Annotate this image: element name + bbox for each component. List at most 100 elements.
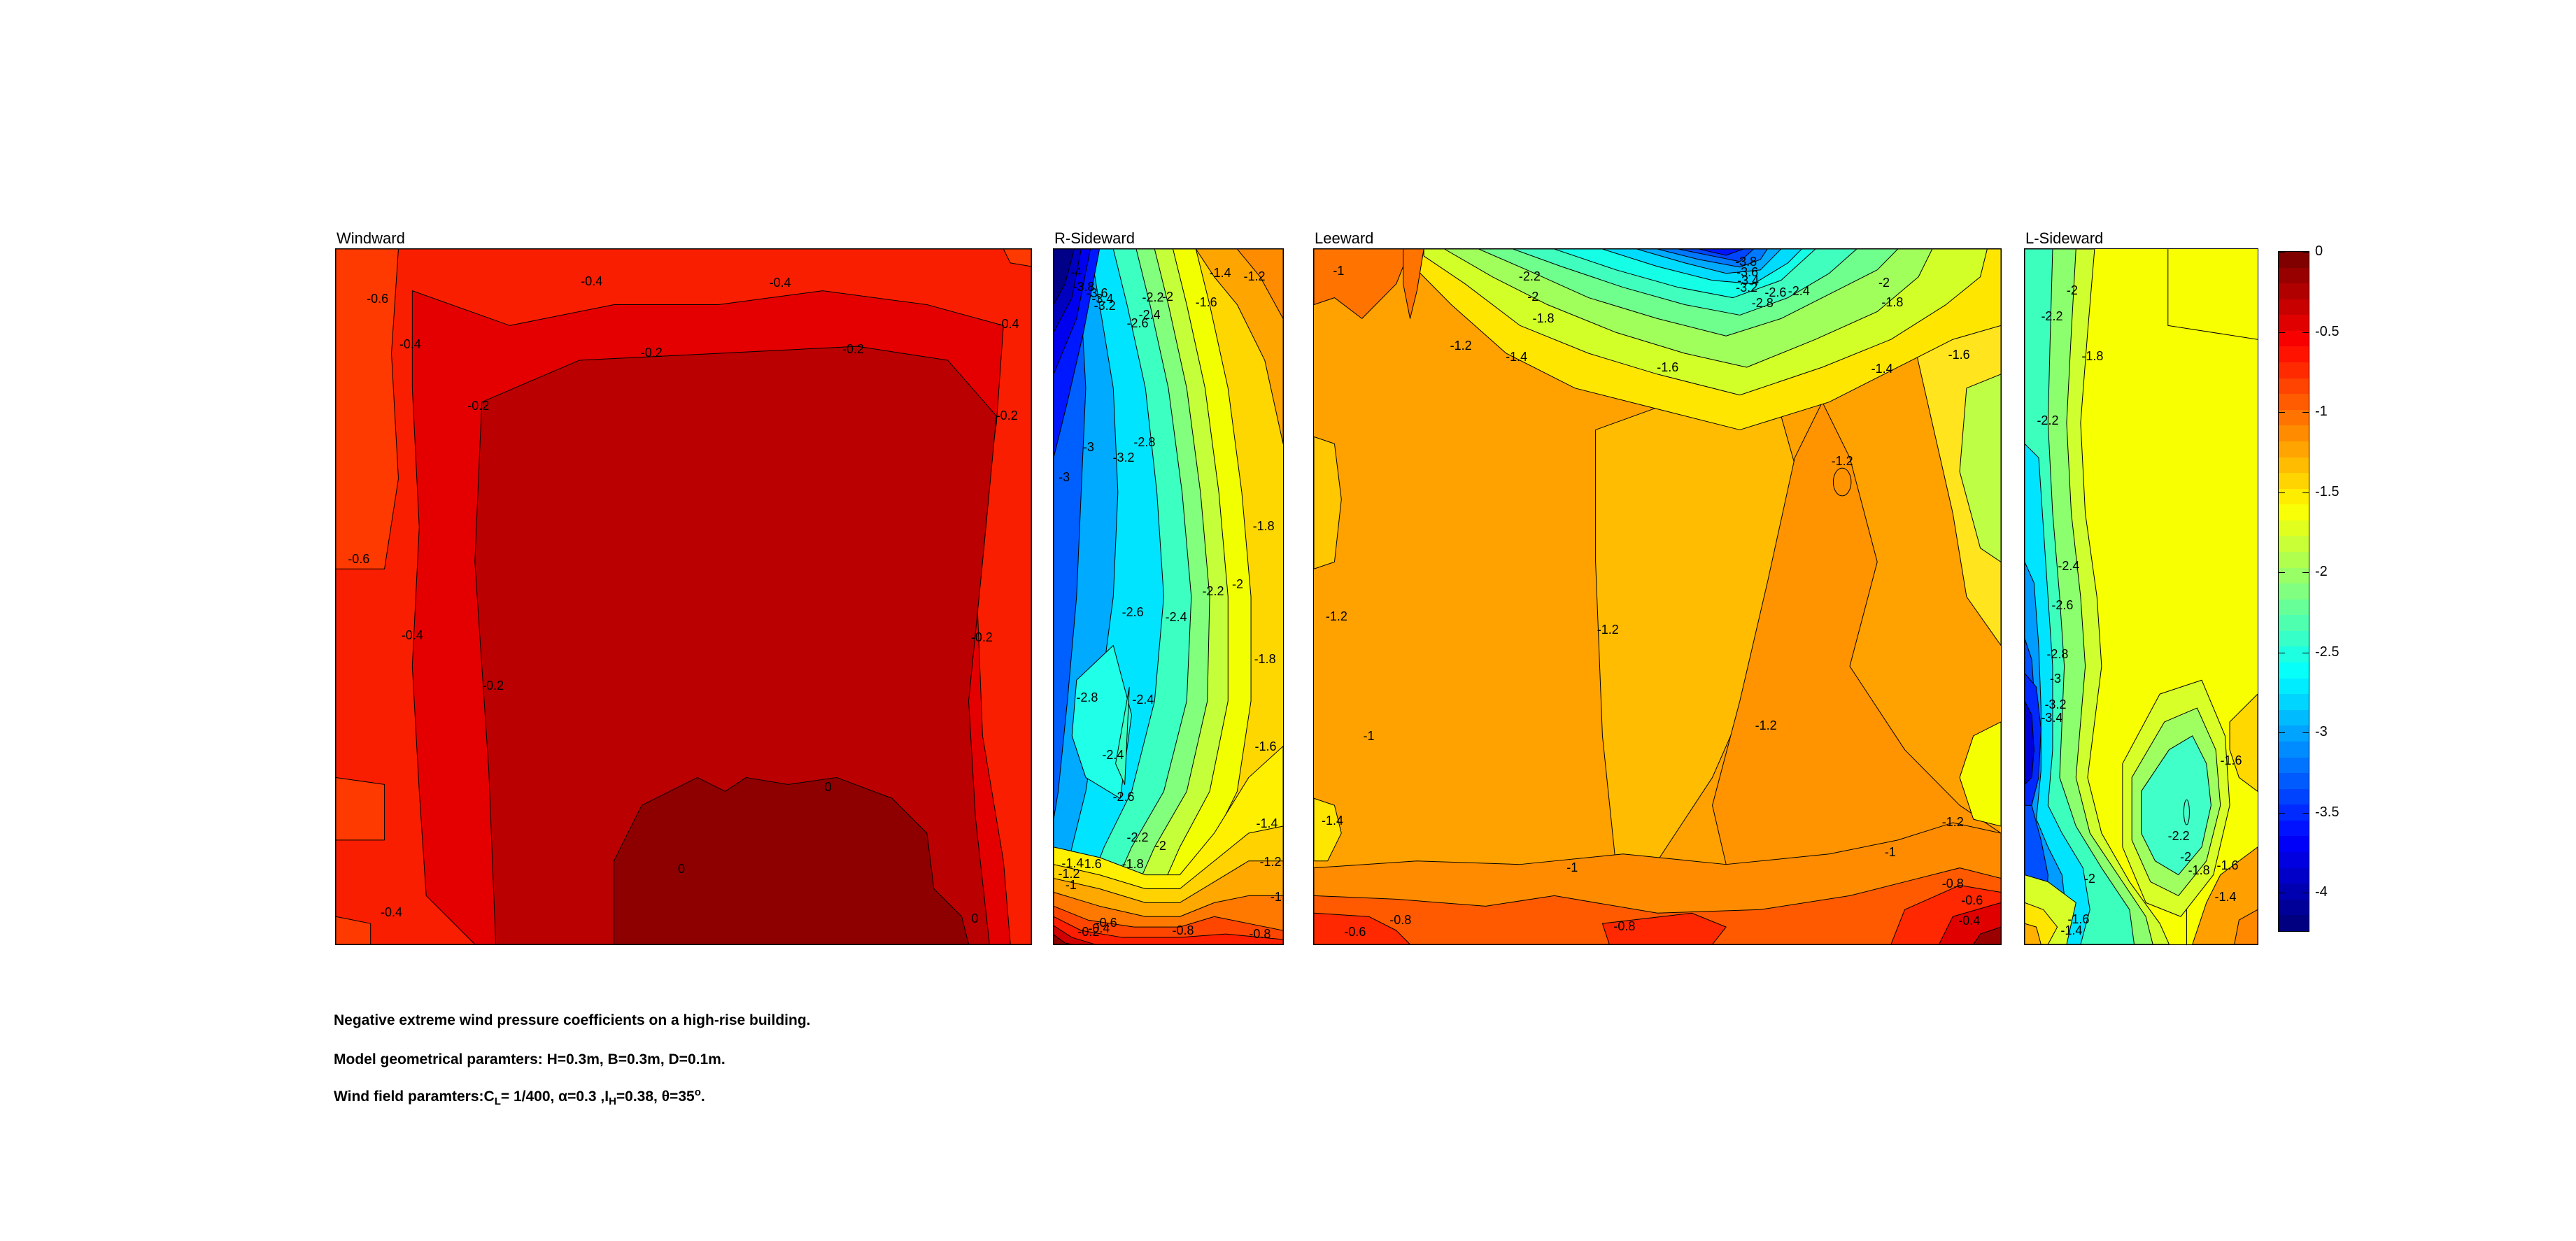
contour-label: -2.6 <box>2051 597 2074 612</box>
r-sideward-contour-labels: -4 -3.8 -3.6 -3.4 -3.2 -2.2 -2 -2.4 -2.6 -1.4 -1.2… <box>1054 249 1283 944</box>
contour-label: -2 <box>1154 838 1166 853</box>
panel-title-r-sideward: R-Sideward <box>1054 229 1135 247</box>
contour-label: -0.8 <box>1249 927 1271 942</box>
contour-label: -3.2 <box>1736 280 1758 295</box>
contour-label: -1.4 <box>1256 816 1278 831</box>
contour-label: -2.2 <box>2037 413 2059 427</box>
contour-label: -0.4 <box>581 274 603 288</box>
contour-label: -0.4 <box>399 337 421 352</box>
contour-label: -3 <box>1059 470 1070 485</box>
contour-label: 0 <box>678 861 686 876</box>
contour-label: -2.6 <box>1121 604 1144 619</box>
contour-label: -0.2 <box>640 346 663 360</box>
contour-label: -1.8 <box>2188 863 2210 877</box>
contour-label: -0.2 <box>842 342 865 357</box>
caption-line-2: Model geometrical paramters: H=0.3m, B=0… <box>334 1051 726 1068</box>
panel-title-windward: Windward <box>337 229 405 247</box>
contour-label: -2 <box>2066 283 2078 297</box>
contour-label: -1 <box>1884 844 1896 859</box>
contour-label: -3.4 <box>2041 710 2063 725</box>
colorbar-tick-label: 0 <box>2315 243 2323 259</box>
contour-label: -1 <box>1566 860 1578 874</box>
contour-label: -1.2 <box>1941 815 1964 830</box>
contour-label: -1.2 <box>1755 718 1777 732</box>
contour-label: -2.2 <box>2041 309 2063 324</box>
contour-label: -0.2 <box>467 398 490 413</box>
colorbar-tick-label: -1.5 <box>2315 483 2340 499</box>
contour-label: -1.4 <box>1321 814 1344 828</box>
caption3-text: =0.38, θ=35 <box>616 1088 695 1105</box>
contour-label: -0.8 <box>1613 919 1636 934</box>
contour-label: -3.4 <box>1091 291 1114 306</box>
contour-label: -0.2 <box>970 630 993 644</box>
contour-label: -1.6 <box>1195 295 1217 309</box>
colorbar-tick <box>2302 572 2309 574</box>
contour-label: -1.2 <box>1450 339 1472 353</box>
contour-label: -2 <box>2180 849 2192 864</box>
colorbar-tick <box>2279 572 2285 574</box>
contour-label: -3.4 <box>1737 273 1760 288</box>
contour-label: 0 <box>824 780 832 795</box>
contour-label: -0.2 <box>482 679 504 693</box>
contour-label: -1.2 <box>1831 454 1853 469</box>
colorbar <box>2278 251 2309 932</box>
panel-windward: Windward -0.6 -0.4 -0.4 -0.4 -0.2 -0.2 -0.4 -0.… <box>335 230 1032 945</box>
colorbar-tick <box>2279 252 2285 253</box>
colorbar-gradient <box>2279 252 2309 931</box>
colorbar-tick <box>2302 812 2309 814</box>
contour-label: -2 <box>1162 289 1174 304</box>
contour-label: -1.8 <box>1252 518 1275 533</box>
contour-label: -1 <box>1270 890 1282 905</box>
windward-contour-labels: -0.6 -0.4 -0.4 -0.4 -0.2 -0.2 -0.4 -0.2 -0.2 -0.6… <box>336 249 1031 944</box>
contour-label: -0.6 <box>348 552 370 567</box>
colorbar-tick-label: -2 <box>2315 564 2328 580</box>
leeward-plot-area: -1 -2.2 -2 -1.8 -1.2 -1.4 -1.6 -3.8 -3.6 -3.4 -3.2… <box>1313 248 2002 945</box>
colorbar-tick <box>2302 732 2309 734</box>
contour-label: -1.4 <box>1506 350 1528 364</box>
contour-label: -0.2 <box>1077 925 1100 939</box>
colorbar-tick <box>2279 412 2285 413</box>
windward-plot-area: -0.6 -0.4 -0.4 -0.4 -0.2 -0.2 -0.4 -0.2 -0.2 -0.6… <box>335 248 1032 945</box>
contour-label: -1.6 <box>1657 360 1679 374</box>
contour-label: -2.2 <box>1126 830 1149 844</box>
caption3-sup-degree: o <box>694 1086 701 1098</box>
colorbar-tick-label: -3.5 <box>2315 804 2340 820</box>
contour-label: -0.4 <box>1958 914 1981 928</box>
contour-label: -2.8 <box>1751 295 1774 310</box>
contour-label: -0.4 <box>381 905 403 920</box>
l-sideward-plot-area: -2 -2.2 -1.8 -2.2 -2.4 -2.6 -2.8 -3 -3.2 -3.4 -1.6… <box>2024 248 2258 945</box>
contour-label: -3.2 <box>2044 697 2067 712</box>
contour-label: -2.2 <box>1518 269 1541 283</box>
contour-label: -1 <box>1333 263 1345 278</box>
panel-r-sideward: R-Sideward <box>1053 230 1284 945</box>
contour-label: -1.4 <box>1061 856 1084 870</box>
caption-line-1: Negative extreme wind pressure coefficie… <box>334 1012 811 1028</box>
contour-label: -1.8 <box>1254 652 1276 667</box>
colorbar-tick <box>2279 492 2285 493</box>
colorbar-tick <box>2279 732 2285 734</box>
contour-label: -1.8 <box>1532 311 1555 326</box>
l-sideward-contour-svg <box>2025 249 2258 944</box>
contour-label: -0.8 <box>1389 913 1412 928</box>
contour-label: 0 <box>971 912 979 926</box>
contour-label: -1.2 <box>1058 866 1080 881</box>
contour-label: -2.6 <box>1112 790 1135 804</box>
contour-label: -3.6 <box>1736 264 1759 279</box>
leeward-contour-svg <box>1314 249 2001 944</box>
contour-label: -2 <box>1527 289 1539 304</box>
contour-label: -1.6 <box>2220 753 2242 767</box>
contour-label: -2 <box>1232 577 1244 592</box>
contour-label: -0.2 <box>996 408 1018 423</box>
r-sideward-contour-svg <box>1054 249 1283 944</box>
contour-label: -2.4 <box>1788 283 1810 298</box>
contour-label: -1.8 <box>2081 349 2104 364</box>
contour-label: -1.2 <box>1325 609 1347 623</box>
contour-label: -1.4 <box>1871 361 1893 376</box>
r-sideward-plot-area: -4 -3.8 -3.6 -3.4 -3.2 -2.2 -2 -2.4 -2.6 -1.4 -1.2… <box>1053 248 1284 945</box>
contour-label: -0.8 <box>1941 876 1964 891</box>
contour-label: -2.8 <box>1076 690 1098 705</box>
colorbar-tick-label: -2.5 <box>2315 644 2340 660</box>
contour-label: -1.2 <box>1259 854 1282 869</box>
colorbar-tick <box>2302 332 2309 333</box>
contour-label: -2.8 <box>2046 646 2069 661</box>
